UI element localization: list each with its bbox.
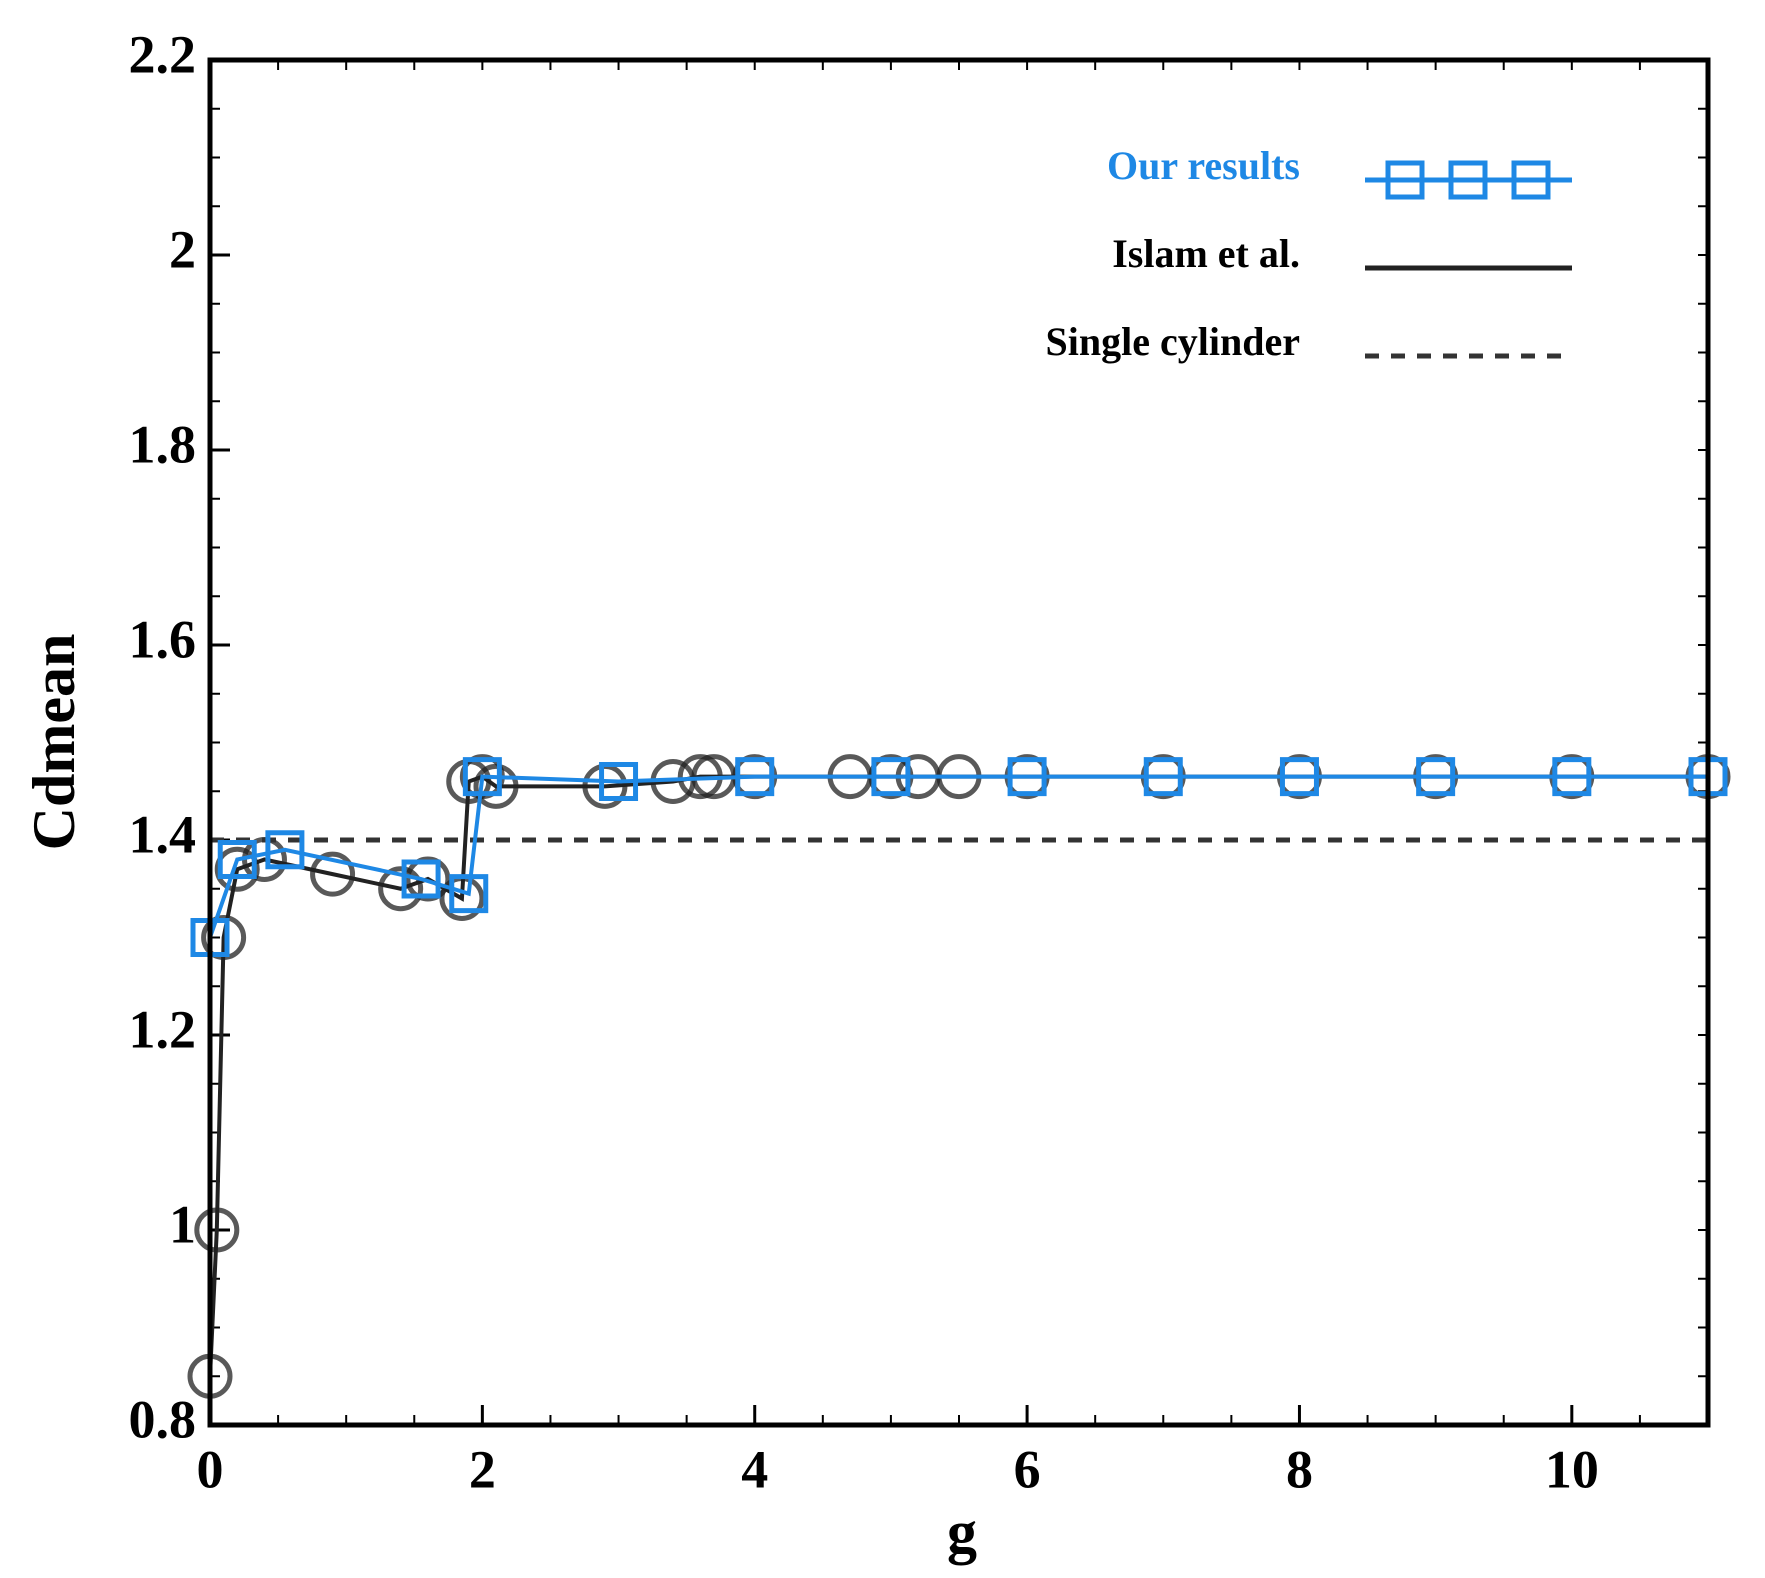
- data-point: [449, 874, 489, 914]
- y-tick-label: 2.2: [129, 24, 197, 84]
- data-point: [735, 757, 775, 797]
- x-tick-label: 0: [197, 1439, 224, 1499]
- data-point: [401, 859, 441, 899]
- y-tick-label: 1.8: [129, 414, 197, 474]
- series-line: [208, 774, 1708, 939]
- x-tick-label: 8: [1286, 1439, 1313, 1499]
- legend: Our results Islam et al. Single cylinder: [1046, 143, 1572, 364]
- legend-marker: [1448, 160, 1488, 200]
- data-point: [265, 830, 305, 870]
- plot-frame: [207, 57, 1711, 1428]
- data-point: [1552, 757, 1592, 797]
- series: [187, 754, 1731, 1399]
- x-tick-label: 2: [469, 1439, 496, 1499]
- data-point: [194, 1207, 240, 1253]
- y-tick-label: 1.4: [129, 804, 197, 864]
- x-axis-title: g: [947, 1499, 977, 1565]
- data-point: [1143, 757, 1183, 797]
- data-point: [405, 856, 451, 902]
- data-point: [201, 915, 247, 960]
- data-point: [871, 757, 911, 797]
- x-tick-label: 6: [1014, 1439, 1041, 1499]
- legend-marker: [1511, 160, 1551, 200]
- legend-label: Islam et al.: [1112, 231, 1300, 276]
- x-tick-label: 10: [1545, 1439, 1599, 1499]
- data-point: [1416, 757, 1456, 797]
- data-point: [217, 840, 257, 879]
- data-point: [310, 851, 356, 897]
- x-tick-label: 4: [741, 1439, 768, 1499]
- data-point: [462, 757, 502, 797]
- y-tick-label: 1.2: [129, 999, 197, 1059]
- data-point: [1007, 757, 1047, 797]
- y-tick-label: 2: [169, 219, 196, 279]
- y-tick-label: 0.8: [129, 1389, 197, 1449]
- data-point: [378, 866, 424, 912]
- series: [190, 757, 1728, 957]
- legend-marker: [1385, 160, 1425, 200]
- data-point: [473, 763, 519, 809]
- y-tick-label: 1: [169, 1194, 196, 1254]
- legend-label: Single cylinder: [1046, 319, 1300, 364]
- data-point: [214, 846, 260, 892]
- legend-label: Our results: [1107, 143, 1300, 188]
- series-line: [208, 774, 1708, 1377]
- data-point: [599, 762, 639, 801]
- data-point: [1279, 757, 1319, 797]
- y-axis-title: Cdmean: [21, 634, 87, 851]
- y-tick-label: 1.6: [129, 609, 197, 669]
